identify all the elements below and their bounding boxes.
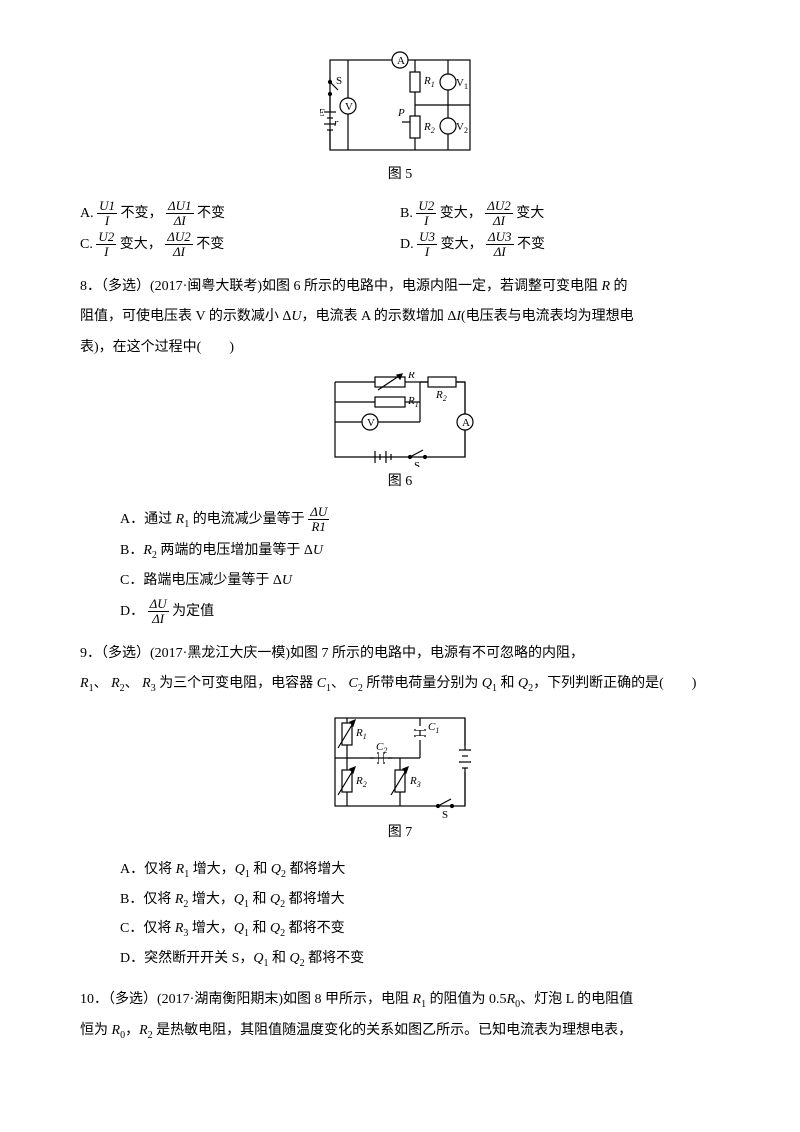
svg-text:S: S [336, 75, 342, 87]
q10-stem2: 恒为 R0，R2 是热敏电阻，其阻值随温度变化的关系如图乙所示。已知电流表为理想… [80, 1018, 720, 1045]
q9-opt-c: C．仅将 R3 增大，Q1 和 Q2 都将不变 [80, 916, 720, 943]
circuit-6-svg: R R1 R2 V A S [320, 372, 480, 467]
circuit-5-svg: A S E r V R1 V1 P R2 V2 [320, 50, 480, 160]
q7-row1: A. U1I 不变， ΔU1ΔI 不变 B. U2I 变大， ΔU2ΔI 变大 [80, 199, 720, 229]
svg-text:S: S [442, 809, 448, 818]
figure-7: R1 R2 R3 C1 C2 S 图 7 [80, 708, 720, 847]
circuit-7-svg: R1 R2 R3 C1 C2 S [320, 708, 480, 818]
svg-text:V2: V2 [456, 121, 468, 135]
figure-6: R R1 R2 V A S 图 6 [80, 372, 720, 496]
svg-text:R2: R2 [423, 121, 435, 135]
figure-7-caption: 图 7 [80, 820, 720, 847]
q8-stem1: 8．（多选）(2017·闽粤大联考)如图 6 所示的电路中，电源内阻一定，若调整… [80, 274, 720, 301]
svg-text:V1: V1 [456, 77, 468, 91]
svg-text:R: R [407, 372, 415, 381]
q7-opt-d: D. U3I 变大， ΔU3ΔI 不变 [400, 230, 720, 260]
q9-stem2: R1、 R2、 R3 为三个可变电阻，电容器 C1、 C2 所带电荷量分别为 Q… [80, 671, 720, 698]
q8-opt-c: C．路端电压减少量等于 ΔU [80, 568, 720, 595]
q7-opt-c: C. U2I 变大， ΔU2ΔI 不变 [80, 230, 400, 260]
svg-text:V: V [367, 417, 375, 429]
q9-opt-a: A．仅将 R1 增大，Q1 和 Q2 都将增大 [80, 857, 720, 884]
svg-text:R2: R2 [435, 389, 447, 403]
q8-opt-b: B．R2 两端的电压增加量等于 ΔU [80, 538, 720, 565]
svg-text:A: A [397, 55, 405, 67]
svg-text:V: V [345, 101, 353, 113]
svg-text:R2: R2 [355, 775, 367, 789]
q7-row2: C. U2I 变大， ΔU2ΔI 不变 D. U3I 变大， ΔU3ΔI 不变 [80, 230, 720, 260]
figure-6-caption: 图 6 [80, 469, 720, 496]
svg-text:R1: R1 [355, 727, 367, 741]
q8-stem2: 阻值，可使电压表 V 的示数减小 ΔU，电流表 A 的示数增加 ΔI(电压表与电… [80, 304, 720, 331]
svg-text:R1: R1 [407, 395, 419, 409]
q9-opt-d: D．突然断开开关 S，Q1 和 Q2 都将不变 [80, 946, 720, 973]
svg-text:A: A [462, 417, 470, 429]
q10-stem1: 10．（多选）(2017·湖南衡阳期末)如图 8 甲所示，电阻 R1 的阻值为 … [80, 987, 720, 1014]
q7-opt-b: B. U2I 变大， ΔU2ΔI 变大 [400, 199, 720, 229]
q8-stem3: 表)，在这个过程中( ) [80, 335, 720, 362]
svg-text:E: E [320, 107, 325, 119]
q8-opt-d: D． ΔUΔI 为定值 [80, 597, 720, 627]
svg-text:S: S [414, 460, 420, 467]
figure-5: A S E r V R1 V1 P R2 V2 图 5 [80, 50, 720, 189]
svg-text:P: P [397, 107, 405, 119]
svg-text:C1: C1 [428, 721, 439, 735]
svg-text:R3: R3 [409, 775, 421, 789]
q8-opt-a: A．通过 R1 的电流减少量等于 ΔUR1 [80, 505, 720, 535]
figure-5-caption: 图 5 [80, 162, 720, 189]
svg-text:r: r [334, 117, 339, 129]
svg-text:R1: R1 [423, 75, 435, 89]
svg-text:C2: C2 [376, 741, 387, 755]
q9-opt-b: B．仅将 R2 增大，Q1 和 Q2 都将增大 [80, 887, 720, 914]
q9-stem1: 9．（多选）(2017·黑龙江大庆一模)如图 7 所示的电路中，电源有不可忽略的… [80, 641, 720, 668]
q7-opt-a: A. U1I 不变， ΔU1ΔI 不变 [80, 199, 400, 229]
